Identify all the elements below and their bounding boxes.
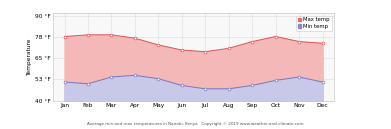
Legend: Max temp, Min temp: Max temp, Min temp (296, 15, 332, 31)
Y-axis label: Temperature: Temperature (27, 38, 32, 75)
Text: Average min and max temperatures in Nairobi, Kenya   Copyright © 2019 www.weathe: Average min and max temperatures in Nair… (87, 122, 304, 126)
